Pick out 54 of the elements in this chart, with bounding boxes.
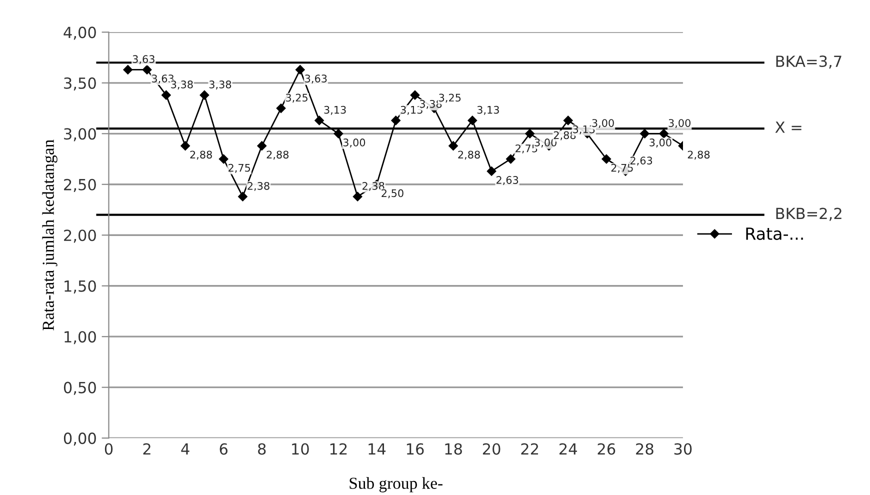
y-tick-label: 1,50 xyxy=(64,280,96,294)
data-label: 2,50 xyxy=(382,189,404,198)
ref-line-label: X = xyxy=(775,122,802,133)
data-label: 3,63 xyxy=(305,74,327,84)
y-tick-label: 0,50 xyxy=(64,382,96,395)
x-tick-label: 6 xyxy=(220,443,228,455)
data-label: 3,25 xyxy=(286,94,308,103)
x-tick-label: 24 xyxy=(560,443,577,455)
ref-line-label: BKB=2,2 xyxy=(776,208,842,221)
data-label: 3,13 xyxy=(324,106,346,115)
data-label: 3,63 xyxy=(152,74,174,84)
data-label: 3,38 xyxy=(209,80,232,90)
x-tick-label: 2 xyxy=(143,443,150,455)
x-tick-label: 30 xyxy=(674,443,692,455)
y-tick-label: 2,00 xyxy=(64,230,96,243)
ref-line-label: BKA=3,7 xyxy=(776,55,842,69)
data-label: 2,38 xyxy=(248,182,270,191)
y-tick-label: 0,00 xyxy=(64,432,96,446)
y-tick-label: 3,50 xyxy=(64,77,96,90)
x-tick-label: 0 xyxy=(104,443,113,455)
data-label: 2,75 xyxy=(228,164,250,173)
x-tick-label: 28 xyxy=(636,443,654,455)
data-label: 3,13 xyxy=(477,106,499,115)
data-label: 3,63 xyxy=(132,55,154,64)
y-tick-label: 1,00 xyxy=(64,331,96,344)
x-tick-label: 26 xyxy=(598,443,616,455)
x-tick-label: 4 xyxy=(181,443,190,455)
x-tick-label: 22 xyxy=(521,443,538,455)
x-tick-label: 10 xyxy=(292,443,309,455)
y-tick-label: 4,00 xyxy=(64,26,96,40)
data-label: 2,88 xyxy=(266,150,289,160)
y-tick-label: 2,50 xyxy=(64,178,96,192)
data-label: 3,00 xyxy=(343,138,366,148)
x-tick-label: 14 xyxy=(368,443,386,455)
x-tick-label: 18 xyxy=(445,443,462,455)
data-label: 2,88 xyxy=(688,150,710,160)
y-axis-title: Rata-rata jumlah kedatangan xyxy=(42,140,58,330)
data-label: 2,88 xyxy=(458,150,480,160)
data-label: 2,38 xyxy=(362,182,384,191)
data-label: 3,13 xyxy=(400,106,422,115)
data-label: 3,00 xyxy=(650,138,672,148)
data-label: 2,63 xyxy=(630,156,652,166)
y-tick-label: 3,00 xyxy=(64,128,96,142)
data-label: 3,38 xyxy=(171,80,193,90)
x-tick-label: 16 xyxy=(406,443,424,455)
legend-label: Rata-... xyxy=(746,228,803,240)
x-tick-label: 12 xyxy=(330,443,347,455)
x-tick-label: 8 xyxy=(258,443,266,455)
x-tick-label: 20 xyxy=(482,443,500,455)
data-label: 2,88 xyxy=(190,150,212,160)
data-label: 2,63 xyxy=(496,176,518,186)
data-label: 2,75 xyxy=(611,164,633,173)
data-label: 3,00 xyxy=(668,119,690,128)
x-axis-title: Sub group ke- xyxy=(350,477,442,492)
